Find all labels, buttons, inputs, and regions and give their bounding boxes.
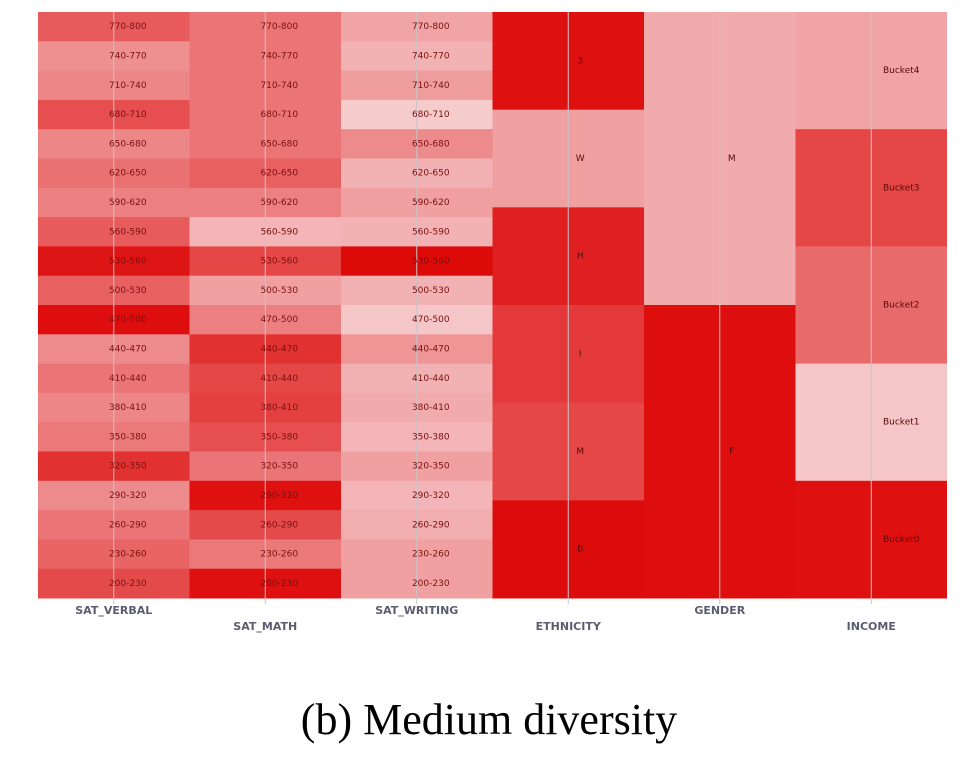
sat-math-bin-label: 740-770 — [260, 51, 298, 61]
sat-verbal-bin-label: 590-620 — [109, 198, 147, 208]
sat-writing-bin-label: 770-800 — [412, 22, 450, 32]
sat-verbal-bin-label: 200-230 — [109, 579, 147, 589]
sat-writing-bin-label: 590-620 — [412, 198, 450, 208]
sat-writing-bin-label: 560-590 — [412, 227, 450, 237]
sat-writing-bin-label: 320-350 — [412, 462, 450, 472]
sat-verbal-bin-label: 350-380 — [109, 432, 147, 442]
sat-math-bin-label: 620-650 — [260, 169, 298, 179]
sat-math-bin-label: 260-290 — [260, 520, 298, 530]
sat-writing-bin-label: 380-410 — [412, 403, 450, 413]
sat-math-bin-label: 410-440 — [260, 374, 298, 384]
heatmap-cells — [38, 12, 947, 599]
sat-math-bin-label: 680-710 — [260, 110, 298, 120]
income-category-label: Bucket2 — [883, 301, 920, 311]
ethnicity-category-label: H — [577, 252, 584, 262]
ethnicity-category-label: B — [577, 545, 583, 555]
sat-math-bin-label: 470-500 — [260, 315, 298, 325]
sat-verbal-bin-label: 500-530 — [109, 286, 147, 296]
sat-math-bin-label: 350-380 — [260, 432, 298, 442]
sat-verbal-bin-label: 470-500 — [109, 315, 147, 325]
sat-writing-bin-label: 200-230 — [412, 579, 450, 589]
sat-writing-bin-label: 470-500 — [412, 315, 450, 325]
sat-math-bin-label: 230-260 — [260, 550, 298, 560]
sat-verbal-bin-label: 680-710 — [109, 110, 147, 120]
ethnicity-category-label: 3 — [577, 56, 583, 66]
sat-verbal-bin-label: 620-650 — [109, 169, 147, 179]
sat-math-bin-label: 200-230 — [260, 579, 298, 589]
sat-verbal-bin-label: 560-590 — [109, 227, 147, 237]
sat-verbal-bin-label: 710-740 — [109, 81, 147, 91]
sat-verbal-bin-label: 290-320 — [109, 491, 147, 501]
sat-verbal-bin-label: 260-290 — [109, 520, 147, 530]
sat-math-bin-label: 560-590 — [260, 227, 298, 237]
sat-verbal-bin-label: 530-560 — [109, 257, 147, 267]
ethnicity-category-label: I — [579, 349, 582, 359]
income-category-label: Bucket1 — [883, 418, 920, 428]
sat-writing-bin-label: 680-710 — [412, 110, 450, 120]
sat-math-bin-label: 290-320 — [260, 491, 298, 501]
ethnicity-category-label: M — [576, 447, 584, 457]
sat-writing-bin-label: 440-470 — [412, 344, 450, 354]
gender-category-label: F — [729, 447, 734, 457]
sat-math-bin-label: 770-800 — [260, 22, 298, 32]
sat-verbal-bin-label: 380-410 — [109, 403, 147, 413]
sat-math-bin-label: 440-470 — [260, 344, 298, 354]
gender-category-label: M — [728, 154, 736, 164]
sat-writing-bin-label: 710-740 — [412, 81, 450, 91]
sat-writing-bin-label: 530-560 — [412, 257, 450, 267]
sat-math-bin-label: 590-620 — [260, 198, 298, 208]
sat-verbal-axis-name: SAT_VERBAL — [75, 604, 152, 617]
sat-writing-bin-label: 260-290 — [412, 520, 450, 530]
sat-verbal-bin-label: 740-770 — [109, 51, 147, 61]
sat-writing-bin-label: 620-650 — [412, 169, 450, 179]
sat-math-axis-name: SAT_MATH — [233, 620, 297, 633]
sat-writing-bin-label: 230-260 — [412, 550, 450, 560]
sat-writing-bin-label: 650-680 — [412, 139, 450, 149]
sat-verbal-bin-label: 440-470 — [109, 344, 147, 354]
income-axis-name: INCOME — [847, 620, 896, 633]
sat-writing-bin-label: 290-320 — [412, 491, 450, 501]
ethnicity-axis-name: ETHNICITY — [536, 620, 602, 633]
income-category-label: Bucket3 — [883, 183, 920, 193]
sat-verbal-bin-label: 230-260 — [109, 550, 147, 560]
sat-math-bin-label: 380-410 — [260, 403, 298, 413]
sat-writing-bin-label: 350-380 — [412, 432, 450, 442]
sat-math-bin-label: 530-560 — [260, 257, 298, 267]
gender-axis-name: GENDER — [694, 604, 745, 617]
sat-verbal-bin-label: 410-440 — [109, 374, 147, 384]
sat-writing-axis-name: SAT_WRITING — [375, 604, 458, 617]
sat-verbal-bin-label: 320-350 — [109, 462, 147, 472]
sat-writing-bin-label: 740-770 — [412, 51, 450, 61]
income-category-label: Bucket4 — [883, 66, 920, 76]
column-axis-names: SAT_VERBAL SAT_MATH SAT_WRITING ETHNICITY GE… — [75, 604, 896, 633]
sat-verbal-bin-label: 770-800 — [109, 22, 147, 32]
sat-verbal-bin-label: 650-680 — [109, 139, 147, 149]
sat-writing-bin-label: 500-530 — [412, 286, 450, 296]
sat-math-bin-label: 710-740 — [260, 81, 298, 91]
sat-math-bin-label: 320-350 — [260, 462, 298, 472]
column-center-lines — [113, 12, 872, 604]
income-category-label: Bucket0 — [883, 535, 920, 545]
sat-math-bin-label: 650-680 — [260, 139, 298, 149]
sat-math-bin-label: 500-530 — [260, 286, 298, 296]
figure-caption: (b) Medium diversity — [300, 695, 678, 744]
ethnicity-category-label: W — [576, 154, 585, 164]
sat-writing-bin-label: 410-440 — [412, 374, 450, 384]
cell-labels: 770-800 740-770 710-740 680-710 650-680 620-6… — [109, 22, 920, 589]
